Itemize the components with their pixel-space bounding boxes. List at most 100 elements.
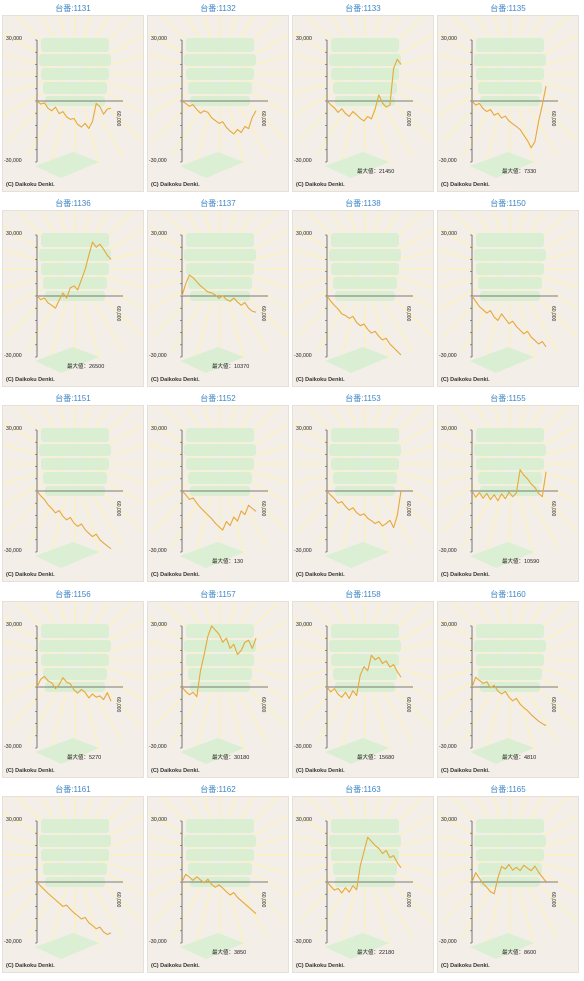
chart-svg bbox=[3, 797, 143, 972]
chart-title[interactable]: 台番:1153 bbox=[345, 394, 381, 403]
series-line bbox=[326, 490, 402, 529]
max-value-label: 最大値：3850 bbox=[212, 950, 247, 956]
chart-svg bbox=[3, 211, 143, 386]
chart-title[interactable]: 台番:1132 bbox=[200, 4, 236, 13]
series-line bbox=[181, 100, 257, 135]
chart-svg bbox=[293, 406, 433, 581]
chart-panel: 30,000 -30,000 60,000 最大値：26500 (C) Daikoku … bbox=[2, 210, 144, 387]
x-tick-label: 60,000 bbox=[115, 111, 121, 127]
chart-svg bbox=[438, 602, 578, 777]
series-line bbox=[471, 469, 547, 502]
chart-panel: 30,000 -30,000 60,000 最大値：10370 (C) Daikoku … bbox=[147, 210, 289, 387]
x-tick-label: 60,000 bbox=[260, 697, 266, 713]
y-tick-label: 30,000 bbox=[296, 231, 312, 237]
chart-svg bbox=[293, 16, 433, 191]
max-value-label: 最大値：7330 bbox=[502, 169, 537, 175]
chart-cell: 台番:1136 30,000 -30,000 60,000 最大値：26500 (C) D… bbox=[2, 197, 144, 389]
series-line bbox=[36, 881, 112, 936]
max-value-label: 最大値：10590 bbox=[502, 559, 540, 565]
chart-title[interactable]: 台番:1155 bbox=[490, 394, 526, 403]
chart-title[interactable]: 台番:1165 bbox=[490, 785, 526, 794]
chart-cell: 台番:1158 30,000 -30,000 60,000 最大値：15680 (C) D… bbox=[292, 588, 434, 780]
x-tick-label: 60,000 bbox=[405, 501, 411, 517]
copyright-text: (C) Daikoku Denki. bbox=[151, 963, 200, 969]
y-tick-label: 30,000 bbox=[296, 817, 312, 823]
series-line bbox=[471, 863, 547, 895]
chart-panel: 30,000 -30,000 60,000 最大値：5270 (C) Daikoku D… bbox=[2, 601, 144, 778]
chart-panel: 30,000 -30,000 60,000 最大値：3850 (C) Daikoku D… bbox=[147, 796, 289, 973]
max-value-label: 最大値：22180 bbox=[357, 950, 395, 956]
x-tick-label: 60,000 bbox=[550, 892, 556, 908]
max-value-label: 最大値：4810 bbox=[502, 755, 537, 761]
y-tick-label: -30,000 bbox=[4, 744, 22, 750]
chart-title[interactable]: 台番:1131 bbox=[55, 4, 91, 13]
chart-cell: 台番:1151 30,000 -30,000 60,000 (C) Daikoku De… bbox=[2, 392, 144, 584]
chart-cell: 台番:1160 30,000 -30,000 60,000 最大値：4810 (C) Da… bbox=[437, 588, 579, 780]
y-tick-label: 30,000 bbox=[6, 622, 22, 628]
chart-cell: 台番:1133 30,000 -30,000 60,000 最大値：21450 (C) D… bbox=[292, 2, 434, 194]
max-value-label: 最大値：5270 bbox=[67, 755, 102, 761]
chart-title[interactable]: 台番:1158 bbox=[345, 590, 381, 599]
chart-svg bbox=[293, 602, 433, 777]
x-tick-label: 60,000 bbox=[550, 697, 556, 713]
copyright-text: (C) Daikoku Denki. bbox=[441, 182, 490, 188]
machine-illustration bbox=[325, 428, 401, 568]
copyright-text: (C) Daikoku Denki. bbox=[296, 182, 345, 188]
series-line bbox=[36, 100, 112, 129]
series-line bbox=[326, 58, 402, 122]
chart-title[interactable]: 台番:1152 bbox=[200, 394, 236, 403]
chart-svg bbox=[438, 211, 578, 386]
copyright-text: (C) Daikoku Denki. bbox=[296, 377, 345, 383]
chart-title[interactable]: 台番:1161 bbox=[55, 785, 91, 794]
chart-title[interactable]: 台番:1151 bbox=[55, 394, 91, 403]
max-value-label: 最大値：26500 bbox=[67, 364, 105, 370]
chart-title[interactable]: 台番:1163 bbox=[345, 785, 381, 794]
machine-illustration bbox=[180, 428, 256, 568]
y-tick-label: 30,000 bbox=[151, 622, 167, 628]
copyright-text: (C) Daikoku Denki. bbox=[6, 963, 55, 969]
chart-cell: 台番:1138 30,000 -30,000 60,000 (C) Daikoku De… bbox=[292, 197, 434, 389]
y-tick-label: 30,000 bbox=[296, 36, 312, 42]
chart-panel: 30,000 -30,000 60,000 最大値：8600 (C) Daikoku D… bbox=[437, 796, 579, 973]
chart-title[interactable]: 台番:1162 bbox=[200, 785, 236, 794]
y-tick-label: -30,000 bbox=[149, 744, 167, 750]
chart-title[interactable]: 台番:1136 bbox=[55, 199, 91, 208]
copyright-text: (C) Daikoku Denki. bbox=[6, 377, 55, 383]
copyright-text: (C) Daikoku Denki. bbox=[6, 768, 55, 774]
series-line bbox=[181, 873, 257, 915]
machine-illustration bbox=[180, 233, 256, 373]
chart-panel: 30,000 -30,000 60,000 (C) Daikoku Denki. bbox=[2, 796, 144, 973]
y-tick-label: 30,000 bbox=[6, 231, 22, 237]
y-tick-label: -30,000 bbox=[439, 548, 457, 554]
chart-svg bbox=[148, 406, 288, 581]
x-tick-label: 60,000 bbox=[115, 501, 121, 517]
series-line bbox=[471, 295, 547, 348]
chart-cell: 台番:1162 30,000 -30,000 60,000 最大値：3850 (C) Da… bbox=[147, 783, 289, 975]
chart-title[interactable]: 台番:1133 bbox=[345, 4, 381, 13]
copyright-text: (C) Daikoku Denki. bbox=[441, 768, 490, 774]
chart-svg bbox=[293, 797, 433, 972]
chart-title[interactable]: 台番:1135 bbox=[490, 4, 526, 13]
x-tick-label: 60,000 bbox=[405, 306, 411, 322]
chart-title[interactable]: 台番:1156 bbox=[55, 590, 91, 599]
chart-cell: 台番:1135 30,000 -30,000 60,000 最大値：7330 (C) Da… bbox=[437, 2, 579, 194]
x-tick-label: 60,000 bbox=[550, 111, 556, 127]
y-tick-label: 30,000 bbox=[6, 36, 22, 42]
machine-illustration bbox=[470, 428, 546, 568]
chart-title[interactable]: 台番:1138 bbox=[345, 199, 381, 208]
chart-svg bbox=[3, 16, 143, 191]
chart-cell: 台番:1156 30,000 -30,000 60,000 最大値：5270 (C) Da… bbox=[2, 588, 144, 780]
series-line bbox=[471, 86, 547, 149]
chart-title[interactable]: 台番:1150 bbox=[490, 199, 526, 208]
chart-svg bbox=[3, 406, 143, 581]
x-tick-label: 60,000 bbox=[260, 501, 266, 517]
series-line bbox=[471, 676, 547, 727]
chart-title[interactable]: 台番:1157 bbox=[200, 590, 236, 599]
chart-title[interactable]: 台番:1160 bbox=[490, 590, 526, 599]
series-line bbox=[326, 654, 402, 699]
machine-illustration bbox=[470, 38, 546, 178]
machine-illustration bbox=[35, 428, 111, 568]
chart-cell: 台番:1132 30,000 -30,000 60,000 (C) Daikoku De… bbox=[147, 2, 289, 194]
copyright-text: (C) Daikoku Denki. bbox=[296, 768, 345, 774]
chart-title[interactable]: 台番:1137 bbox=[200, 199, 236, 208]
